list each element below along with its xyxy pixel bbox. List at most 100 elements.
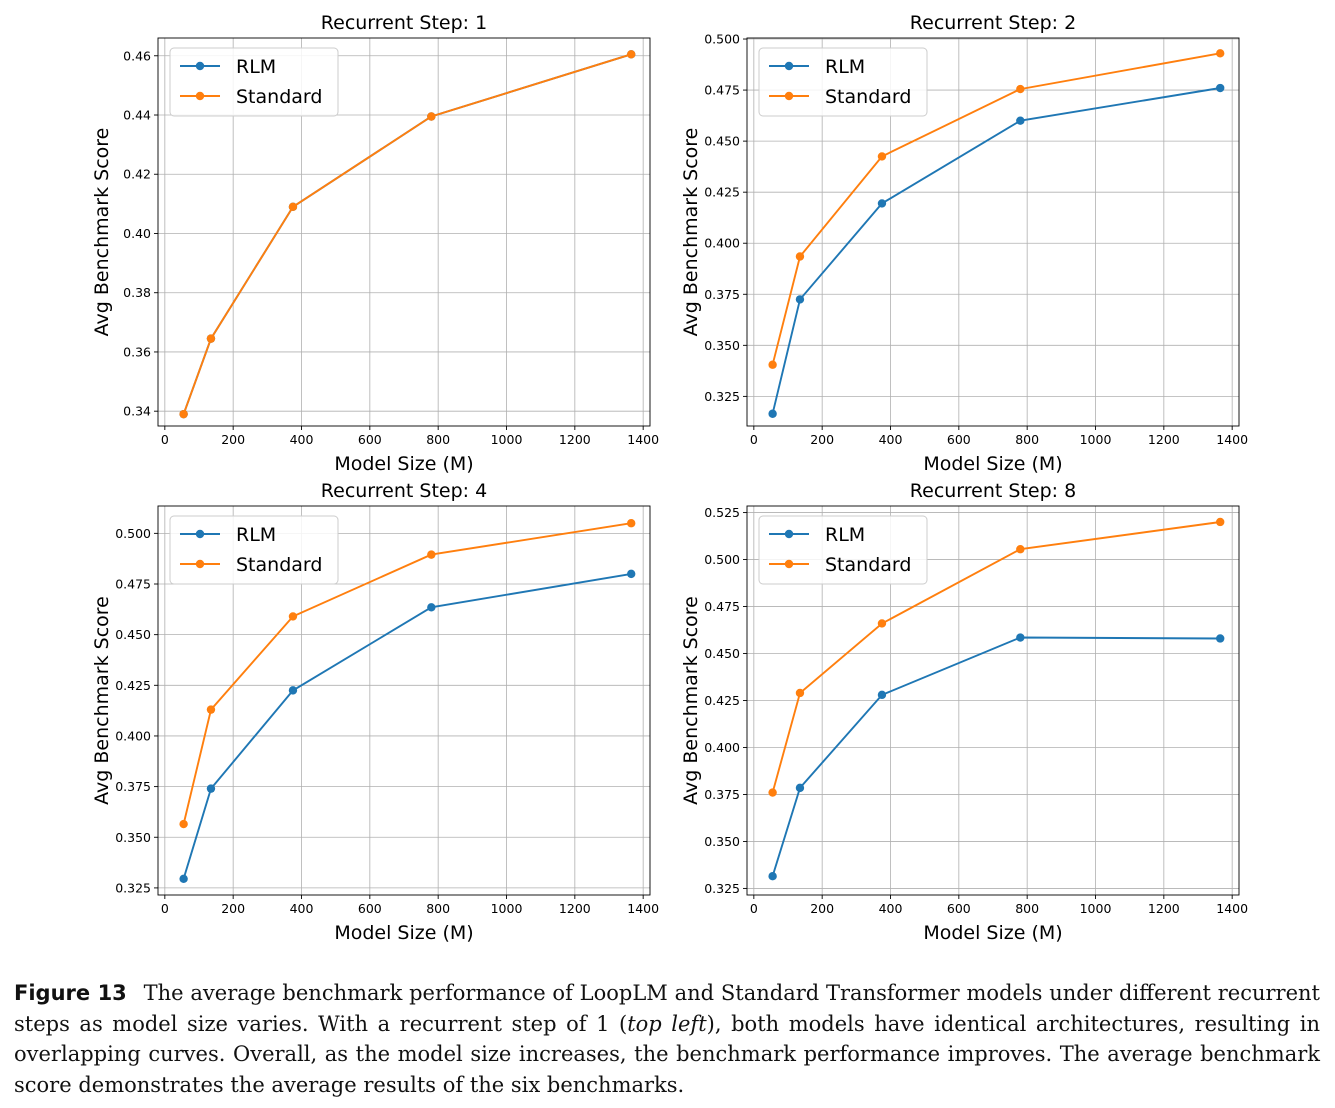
legend-label: RLM: [236, 56, 276, 78]
y-tick-label: 0.325: [115, 880, 151, 895]
legend-marker: [195, 91, 205, 101]
x-tick-label: 400: [879, 901, 903, 916]
chart-title: Recurrent Step: 2: [910, 12, 1076, 34]
y-tick-label: 0.42: [123, 167, 151, 182]
plot-frame: [157, 37, 651, 427]
data-point: [288, 612, 298, 621]
x-tick-label: 1200: [1148, 432, 1180, 447]
data-point: [427, 603, 436, 612]
x-tick-label: 0: [750, 432, 758, 447]
figure-caption: Figure 13 The average benchmark performa…: [14, 978, 1320, 1100]
y-tick-label: 0.350: [704, 834, 740, 849]
chart-panel-2: 0 200 400 600 800 1000 1200 1400 0.325 0.350 0.375…: [680, 12, 1248, 475]
data-point: [795, 688, 805, 698]
y-tick-label: 0.375: [704, 287, 740, 302]
y-tick-label: 0.375: [704, 787, 740, 802]
x-tick-label: 0: [161, 901, 169, 916]
data-point: [179, 874, 188, 883]
series-line: [182, 572, 632, 880]
y-tick-label: 0.44: [123, 108, 151, 123]
data-point: [768, 872, 777, 881]
x-tick-label: 800: [426, 432, 450, 447]
legend-label: RLM: [236, 524, 276, 546]
legend-box: [758, 515, 928, 585]
data-point: [795, 295, 805, 304]
y-tick-label: 0.450: [115, 627, 151, 642]
x-tick-label: 200: [810, 901, 834, 916]
y-tick-label: 0.425: [704, 693, 740, 708]
legend-marker: [784, 529, 794, 539]
series-line: [771, 636, 1221, 877]
chart-panel-4: 0 200 400 600 800 1000 1200 1400 0.325 0.350 0.375…: [680, 480, 1248, 944]
data-point: [877, 619, 887, 628]
y-tick-label: 0.500: [704, 552, 740, 567]
y-tick-label: 0.450: [704, 134, 740, 149]
x-tick-label: 1000: [1080, 901, 1112, 916]
data-point: [627, 50, 636, 59]
y-tick-label: 0.34: [123, 404, 151, 419]
legend-label: Standard: [825, 554, 911, 576]
legend-marker: [784, 61, 794, 71]
chart-title: Recurrent Step: 8: [910, 480, 1076, 502]
x-tick-label: 200: [221, 432, 245, 447]
data-point: [1216, 634, 1225, 643]
data-point: [1216, 83, 1225, 93]
figure-label: Figure 13: [14, 981, 127, 1005]
y-tick-label: 0.450: [704, 646, 740, 661]
chart-panel-3: 0 200 400 600 800 1000 1200 1400 0.325 0.350 0.375…: [91, 480, 659, 944]
x-tick-label: 1200: [559, 901, 591, 916]
y-tick-label: 0.325: [704, 881, 740, 896]
plot-frame: [157, 505, 651, 896]
y-tick-label: 0.475: [115, 577, 151, 592]
x-tick-label: 400: [290, 432, 314, 447]
data-point: [795, 252, 805, 261]
data-point: [206, 705, 216, 714]
y-tick-label: 0.400: [115, 728, 151, 743]
x-tick-label: 200: [221, 901, 245, 916]
x-tick-label: 400: [879, 432, 903, 447]
data-point: [288, 686, 298, 695]
data-point: [877, 152, 887, 161]
chart-panel-1: 0 200 400 600 800 1000 1200 1400 0.34 0.36 0.38 0.4…: [91, 12, 659, 475]
y-tick-label: 0.500: [115, 526, 151, 541]
data-point: [768, 360, 777, 369]
x-tick-label: 600: [358, 901, 382, 916]
chart-title: Recurrent Step: 1: [321, 12, 487, 34]
legend-marker: [784, 559, 794, 569]
legend-box: [169, 47, 339, 117]
legend-label: Standard: [236, 554, 322, 576]
x-tick-label: 600: [947, 901, 971, 916]
x-tick-label: 800: [1015, 432, 1039, 447]
data-point: [877, 690, 887, 700]
data-point: [206, 784, 216, 793]
legend-label: Standard: [825, 86, 911, 108]
x-tick-label: 200: [810, 432, 834, 447]
legend-marker: [784, 91, 794, 101]
figure-charts: 0 200 400 600 800 1000 1200 1400 0.34 0.36 0.38 0.4…: [91, 12, 1248, 944]
x-tick-label: 1200: [1148, 901, 1180, 916]
series-rlm: [179, 569, 636, 883]
y-tick-label: 0.525: [704, 505, 740, 520]
x-tick-label: 1400: [1216, 901, 1248, 916]
data-point: [768, 788, 777, 797]
legend-label: Standard: [236, 86, 322, 108]
data-point: [1216, 517, 1225, 527]
data-point: [627, 519, 636, 528]
legend: RLM Standard: [169, 515, 339, 585]
data-point: [1216, 49, 1225, 58]
plot-frame: [746, 37, 1240, 427]
data-point: [627, 569, 636, 579]
data-point: [179, 819, 188, 829]
data-point: [1016, 545, 1025, 554]
x-tick-label: 1400: [627, 432, 659, 447]
data-point: [206, 334, 216, 343]
caption-emphasis: top left: [627, 1011, 707, 1036]
y-tick-label: 0.350: [704, 338, 740, 353]
y-tick-label: 0.36: [123, 344, 151, 359]
y-tick-label: 0.46: [123, 48, 151, 63]
data-point: [288, 202, 298, 212]
data-point: [795, 783, 805, 793]
x-axis-label: Model Size (M): [923, 453, 1062, 475]
caption-text-after: ), both models have identical architectu…: [14, 1011, 1320, 1097]
legend: RLM Standard: [758, 47, 928, 117]
